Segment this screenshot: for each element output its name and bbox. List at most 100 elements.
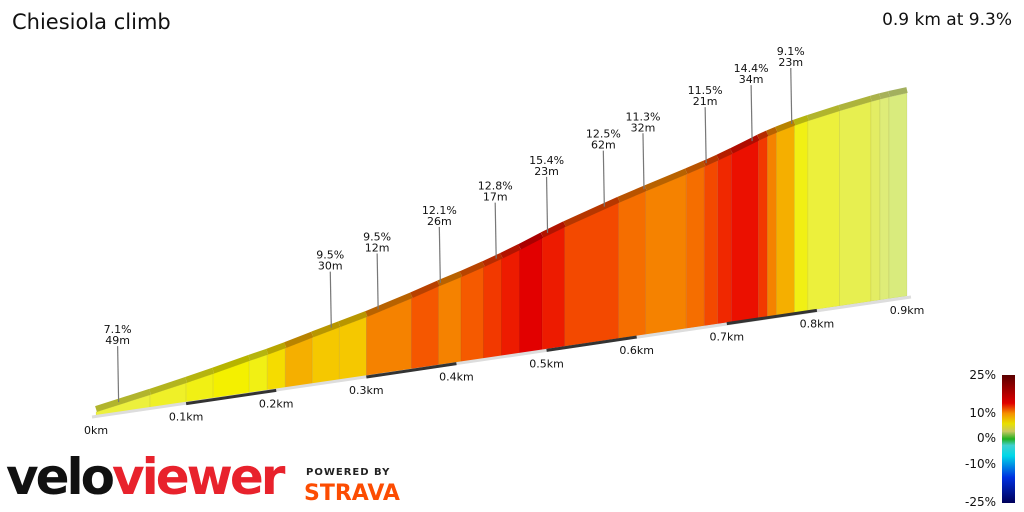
legend-label: -25% — [964, 495, 996, 509]
x-tick-label: 0.4km — [439, 371, 474, 384]
gradient-segment — [501, 249, 520, 357]
ridge-segment — [338, 311, 368, 328]
gradient-segment — [338, 316, 367, 381]
gradient-segment — [888, 92, 908, 300]
gradient-segment — [794, 120, 809, 314]
annotation-length: 62m — [591, 139, 616, 152]
gradient-segment — [775, 125, 795, 316]
annotation-length: 21m — [693, 95, 718, 108]
x-tick-label: 0.9km — [890, 304, 925, 317]
ridge-segment — [518, 232, 544, 250]
ridge-segment — [685, 160, 706, 175]
ridge-segment — [644, 168, 688, 191]
ridge-segment — [212, 355, 251, 374]
ridge-segment — [365, 292, 413, 317]
annotation-length: 23m — [778, 56, 803, 69]
ridge-segment — [879, 91, 890, 100]
annotation-leader — [750, 85, 753, 142]
x-tick-label: 0.1km — [169, 411, 204, 424]
legend-label: 0% — [976, 431, 996, 445]
ridge-segment — [437, 271, 463, 287]
annotation-grade: 11.3% — [625, 110, 660, 123]
gradient-segment — [717, 153, 732, 325]
climb-summary: 0.9 km at 9.3% — [882, 10, 1012, 30]
ridge-segment — [459, 261, 485, 277]
legend-label: 25% — [969, 368, 996, 382]
ridge-segment — [716, 148, 733, 161]
page-title: Chiesiola climb — [12, 10, 171, 34]
annotation-length: 32m — [631, 121, 656, 134]
ridge-segment — [410, 280, 440, 299]
ridge-segment — [888, 87, 908, 97]
ridge-segment — [806, 105, 841, 121]
annotation-leader — [494, 202, 497, 259]
ridge-segment — [617, 185, 647, 203]
legend-label: -10% — [964, 457, 996, 471]
ridge-segment — [185, 367, 215, 383]
x-tick-label: 0.6km — [619, 344, 654, 357]
annotation-length: 12m — [365, 241, 390, 254]
ridge-segment — [870, 93, 881, 102]
ridge-segment — [266, 342, 287, 355]
ridge-segment — [311, 321, 341, 338]
ridge-segment — [729, 134, 760, 154]
ridge-segment — [757, 130, 769, 141]
gradient-segment — [248, 354, 268, 394]
gradient-segment — [618, 190, 647, 340]
x-tick-label: 0.8km — [800, 317, 835, 330]
annotation-grade: 12.1% — [422, 204, 457, 217]
annotation-grade: 12.5% — [586, 128, 621, 141]
annotation-length: 23m — [534, 165, 559, 178]
strava-logo: STRAVA — [304, 481, 400, 506]
gradient-segment — [266, 347, 286, 392]
km-band — [185, 388, 277, 406]
x-tick-label: 0.3km — [349, 384, 384, 397]
gradient-segment — [757, 135, 768, 319]
x-tick-label: 0.5km — [529, 357, 564, 370]
annotation-length: 34m — [739, 73, 764, 86]
km-band — [366, 362, 457, 379]
gradient-segment — [839, 101, 872, 307]
annotation-leader — [376, 253, 379, 310]
gradient-segment — [564, 202, 619, 348]
ridge-segment — [540, 221, 566, 238]
gradient-segment — [645, 173, 687, 336]
x-tick-label: 0km — [84, 424, 108, 437]
km-band — [546, 335, 637, 352]
gradient-segment — [460, 266, 484, 363]
ridge-segment — [500, 244, 521, 259]
gradient-segment — [703, 159, 719, 327]
x-tick-label: 0.7km — [709, 331, 744, 344]
annotation-leader — [117, 346, 120, 403]
gradient-segment — [438, 276, 462, 366]
ridge-segment — [284, 331, 314, 348]
ridge-segment — [248, 348, 269, 361]
annotation-grade: 9.1% — [777, 45, 805, 58]
annotation-leader — [329, 271, 332, 328]
gradient-segment — [807, 110, 840, 312]
annotation-grade: 9.5% — [316, 249, 344, 262]
ridge-segment — [838, 95, 872, 111]
ridge-segment — [482, 252, 503, 267]
ridge-segment — [95, 388, 151, 412]
ridge-segment — [563, 196, 620, 227]
ridge-segment — [766, 126, 778, 137]
x-tick-label: 0.2km — [259, 397, 294, 410]
ridge-segment — [149, 377, 188, 395]
legend-label: 10% — [969, 406, 996, 420]
annotation-grade: 9.5% — [363, 230, 391, 243]
gradient-segment — [879, 96, 890, 301]
logo-part-viewer: viewer — [112, 448, 285, 506]
annotation-leader — [704, 107, 707, 164]
annotation-length: 49m — [105, 334, 130, 347]
gradient-segment — [541, 226, 565, 351]
logo-part-velo: velo — [6, 448, 115, 506]
gradient-segment — [519, 237, 543, 354]
veloviewer-logo: veloviewer — [6, 452, 285, 502]
gradient-segment — [870, 98, 881, 302]
annotation-leader — [438, 226, 441, 283]
gradient-segment — [685, 166, 705, 330]
annotation-length: 26m — [427, 215, 452, 228]
ridge-segment — [793, 115, 809, 126]
annotation-length: 17m — [483, 191, 508, 204]
